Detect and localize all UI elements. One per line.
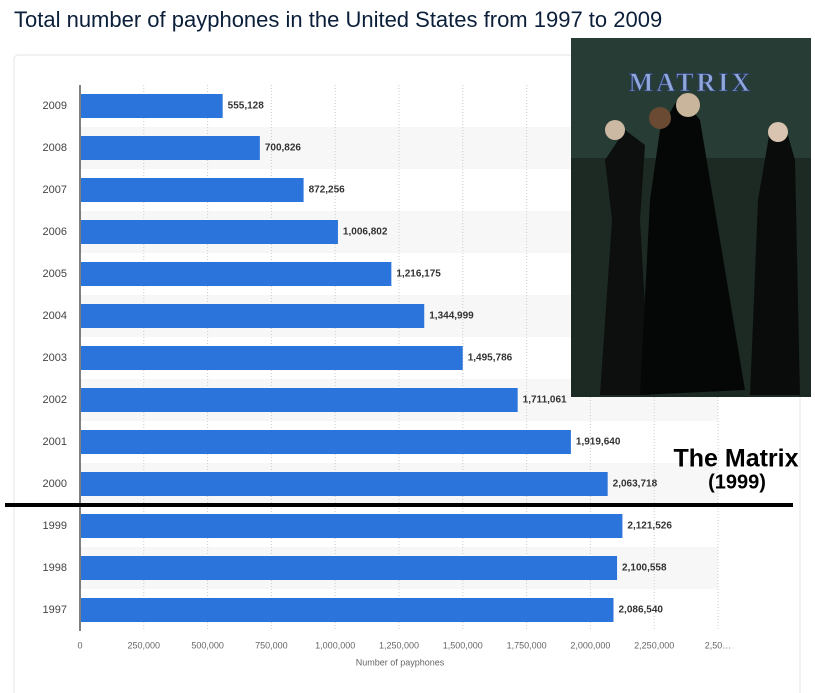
x-tick-label: 1,750,000	[507, 640, 547, 650]
poster-figure	[640, 95, 745, 395]
bar	[81, 346, 463, 370]
data-label: 1,216,175	[396, 269, 441, 280]
y-tick-label: 2005	[43, 268, 67, 280]
y-tick-label: 2009	[43, 100, 67, 112]
poster-figure	[600, 130, 650, 395]
bar	[81, 304, 425, 328]
bar	[81, 514, 623, 538]
data-label: 1,495,786	[468, 353, 513, 364]
poster: MATRIX	[571, 38, 811, 397]
data-label: 2,121,526	[627, 521, 672, 532]
bar	[81, 598, 614, 622]
poster-face	[676, 93, 700, 117]
y-tick-label: 2006	[43, 226, 67, 238]
x-tick-label: 2,250,000	[634, 640, 674, 650]
poster-title: MATRIX	[629, 68, 753, 97]
poster-face	[649, 107, 671, 129]
data-label: 1,919,640	[576, 437, 621, 448]
y-tick-label: 2000	[43, 478, 67, 490]
data-label: 2,100,558	[622, 563, 667, 574]
y-tick-label: 2004	[43, 310, 67, 322]
x-tick-label: 750,000	[255, 640, 288, 650]
data-label: 872,256	[309, 185, 346, 196]
bar	[81, 472, 608, 496]
poster-figure	[750, 125, 800, 395]
x-tick-label: 1,250,000	[379, 640, 419, 650]
bar	[81, 430, 571, 454]
y-tick-label: 2001	[43, 436, 67, 448]
data-label: 700,826	[265, 143, 302, 154]
y-tick-label: 2002	[43, 394, 67, 406]
poster-face	[605, 120, 625, 140]
bar	[81, 388, 518, 412]
x-tick-label: 1,000,000	[315, 640, 355, 650]
annotation-title: The Matrix	[673, 445, 798, 473]
x-tick-label: 2,50…	[705, 640, 732, 650]
x-tick-label: 2,000,000	[570, 640, 610, 650]
y-tick-label: 1997	[43, 604, 67, 616]
bar	[81, 556, 618, 580]
x-tick-label: 500,000	[191, 640, 224, 650]
poster-face	[768, 122, 788, 142]
x-tick-label: 0	[77, 640, 82, 650]
y-tick-label: 1998	[43, 562, 67, 574]
data-label: 2,086,540	[618, 605, 663, 616]
data-label: 1,344,999	[429, 311, 474, 322]
data-label: 555,128	[228, 101, 265, 112]
x-tick-label: 1,500,000	[443, 640, 483, 650]
annotation-year: (1999)	[708, 471, 766, 493]
bar	[81, 220, 338, 244]
bar	[81, 94, 223, 118]
data-label: 1,006,802	[343, 227, 388, 238]
chart-title: Total number of payphones in the United …	[14, 7, 662, 32]
data-label: 2,063,718	[613, 479, 658, 490]
x-tick-label: 250,000	[128, 640, 161, 650]
y-tick-label: 2003	[43, 352, 67, 364]
y-tick-label: 2008	[43, 142, 67, 154]
x-axis-label: Number of payphones	[356, 657, 445, 667]
data-label: 1,711,061	[523, 395, 567, 406]
bar	[81, 262, 392, 286]
y-tick-label: 1999	[43, 520, 67, 532]
bar	[81, 136, 260, 160]
y-tick-label: 2007	[43, 184, 67, 196]
bar	[81, 178, 304, 202]
